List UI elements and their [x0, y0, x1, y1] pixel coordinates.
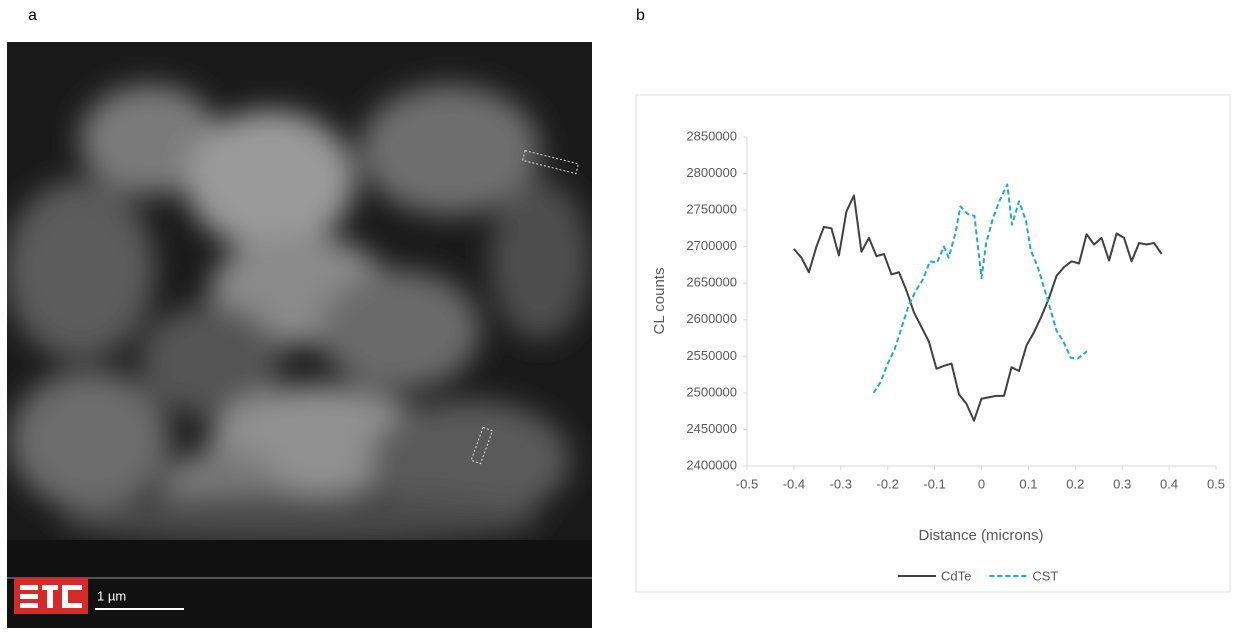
micrograph: 1 µm	[5, 42, 592, 628]
legend-label: CST	[1032, 568, 1058, 583]
x-tick-label: 0.4	[1160, 476, 1178, 491]
y-tick-label: 2800000	[686, 165, 737, 180]
x-tick-label: -0.4	[783, 476, 805, 491]
y-tick-label: 2750000	[686, 202, 737, 217]
page: a b 1 µm 2400000 2450000 2500000	[0, 0, 1236, 628]
scale-bar-label: 1 µm	[97, 588, 126, 603]
panel-label: b	[636, 7, 645, 24]
y-tick-label: 2550000	[686, 348, 737, 363]
y-tick-label: 2850000	[686, 128, 737, 143]
y-tick-label: 2400000	[686, 457, 737, 472]
y-tick-label: 2450000	[686, 421, 737, 436]
y-tick-label: 2700000	[686, 238, 737, 253]
x-axis-title: Distance (microns)	[918, 527, 1043, 544]
x-tick-label: 0.1	[1019, 476, 1037, 491]
y-tick-label: 2600000	[686, 311, 737, 326]
x-tick-label: -0.5	[736, 476, 758, 491]
x-tick-label: 0	[978, 476, 985, 491]
x-tick-label: -0.1	[923, 476, 945, 491]
figure: a b 1 µm 2400000 2450000 2500000	[0, 0, 1236, 628]
y-tick-label: 2650000	[686, 275, 737, 290]
panel-label: a	[28, 7, 37, 24]
x-tick-label: 0.5	[1207, 476, 1225, 491]
x-tick-label: 0.2	[1066, 476, 1084, 491]
x-tick-label: -0.2	[876, 476, 898, 491]
legend-label: CdTe	[941, 568, 971, 583]
y-axis-title: CL counts	[651, 268, 668, 335]
x-tick-label: 0.3	[1113, 476, 1131, 491]
x-tick-label: -0.3	[830, 476, 852, 491]
y-tick-label: 2500000	[686, 384, 737, 399]
